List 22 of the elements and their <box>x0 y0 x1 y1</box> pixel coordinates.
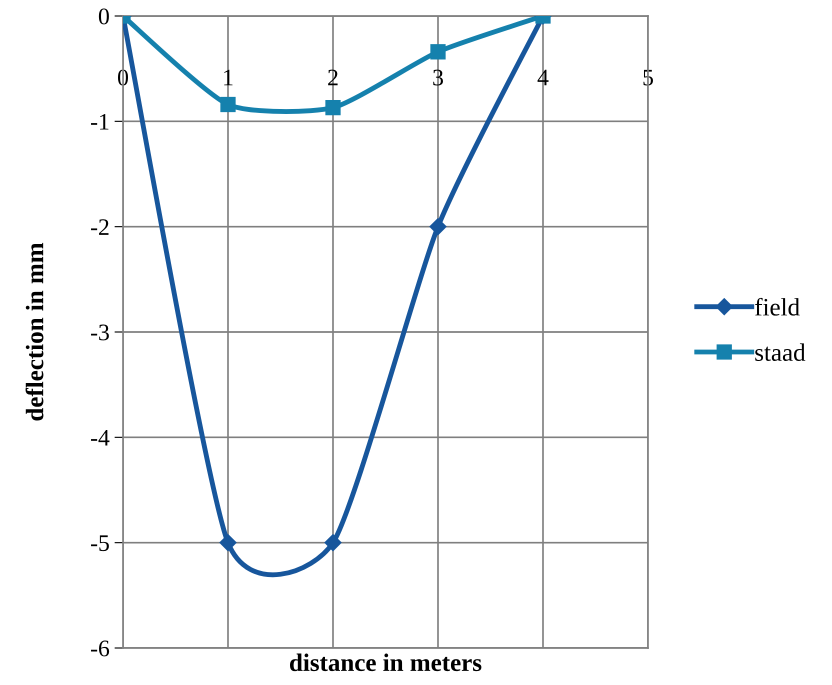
point <box>430 44 446 60</box>
x-axis-title: distance in meters <box>290 654 482 672</box>
y-axis-title: deflection in mm <box>26 242 44 421</box>
x-tick-label: 0 <box>118 70 128 86</box>
y-tick-label: -4 <box>91 430 110 446</box>
y-tick-label: 0 <box>98 8 109 24</box>
legend-label: field <box>755 298 800 316</box>
x-tick-label: 2 <box>328 70 338 86</box>
y-tick-label: -2 <box>91 219 109 235</box>
legend-label: staad <box>755 343 806 361</box>
point <box>429 218 447 236</box>
x-tick-label: 1 <box>224 70 232 86</box>
y-tick-label: -6 <box>91 640 110 656</box>
point <box>220 96 236 112</box>
x-tick-label: 4 <box>538 70 549 86</box>
point <box>325 100 341 116</box>
y-tick-label: -5 <box>91 535 109 552</box>
x-tick-label: 3 <box>433 70 443 86</box>
point <box>324 534 342 552</box>
point <box>219 534 237 552</box>
y-tick-label: -3 <box>91 324 109 340</box>
y-tick-label: -1 <box>91 114 108 130</box>
